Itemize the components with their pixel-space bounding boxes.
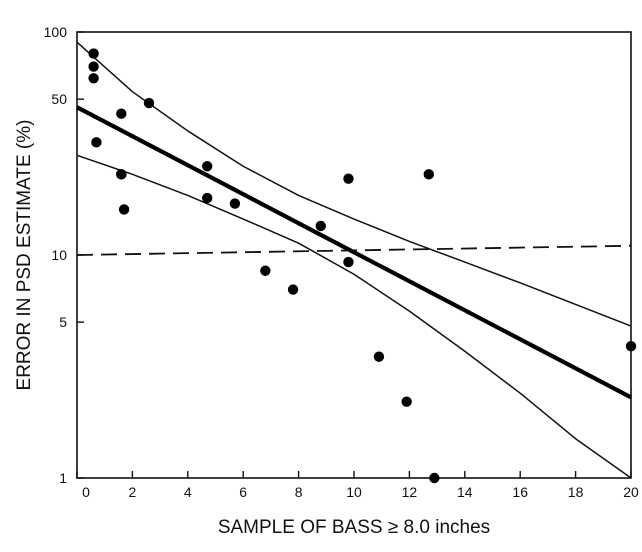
data-point: [88, 61, 99, 72]
x-tick-label: 12: [402, 484, 418, 500]
x-tick-label: 0: [82, 484, 90, 500]
data-point: [91, 137, 102, 148]
y-tick-label: 100: [44, 24, 68, 40]
x-axis-ticks: 0 2 4 6 8 10 12 14 16 18 20: [76, 471, 639, 500]
data-point: [88, 48, 99, 59]
data-point: [343, 173, 354, 184]
y-tick-label: 1: [59, 470, 67, 486]
x-tick-label: 10: [346, 484, 362, 500]
x-tick-label: 4: [184, 484, 192, 500]
lower-confidence-band-line: [76, 154, 632, 479]
data-point: [401, 396, 412, 407]
data-point: [423, 169, 434, 180]
x-tick-label: 14: [457, 484, 473, 500]
data-point: [201, 161, 213, 172]
curves-layer: [76, 41, 632, 479]
data-point: [315, 220, 326, 232]
data-point: [287, 284, 299, 295]
y-tick-label: 5: [59, 314, 67, 330]
x-tick-label: 18: [568, 484, 584, 500]
x-tick-label: 6: [239, 484, 247, 500]
data-point: [343, 256, 354, 268]
data-point: [260, 265, 271, 276]
regression-line: [76, 105, 632, 400]
y-tick-label: 10: [51, 247, 67, 263]
y-tick-label: 50: [51, 91, 67, 107]
data-point: [625, 340, 637, 352]
x-tick-label: 16: [512, 484, 528, 500]
data-point: [88, 73, 99, 84]
data-point: [116, 108, 127, 119]
data-point: [116, 169, 127, 180]
x-tick-label: 8: [295, 484, 303, 500]
upper-confidence-band-line: [76, 41, 632, 327]
x-tick-label: 20: [623, 484, 639, 500]
data-point: [143, 97, 155, 109]
data-points-layer: [88, 48, 637, 484]
plot-frame: [76, 31, 632, 479]
reference-line: [76, 244, 632, 256]
data-point: [229, 198, 241, 209]
data-point: [118, 204, 130, 215]
x-tick-label: 2: [129, 484, 137, 500]
data-point: [429, 472, 440, 484]
y-axis-label: ERROR IN PSD ESTIMATE (%): [14, 120, 35, 391]
data-point: [201, 192, 213, 204]
x-axis-label: SAMPLE OF BASS ≥ 8.0 inches: [218, 517, 490, 538]
y-axis-ticks: 1 5 10 50 100: [44, 24, 84, 486]
data-point: [373, 351, 385, 362]
